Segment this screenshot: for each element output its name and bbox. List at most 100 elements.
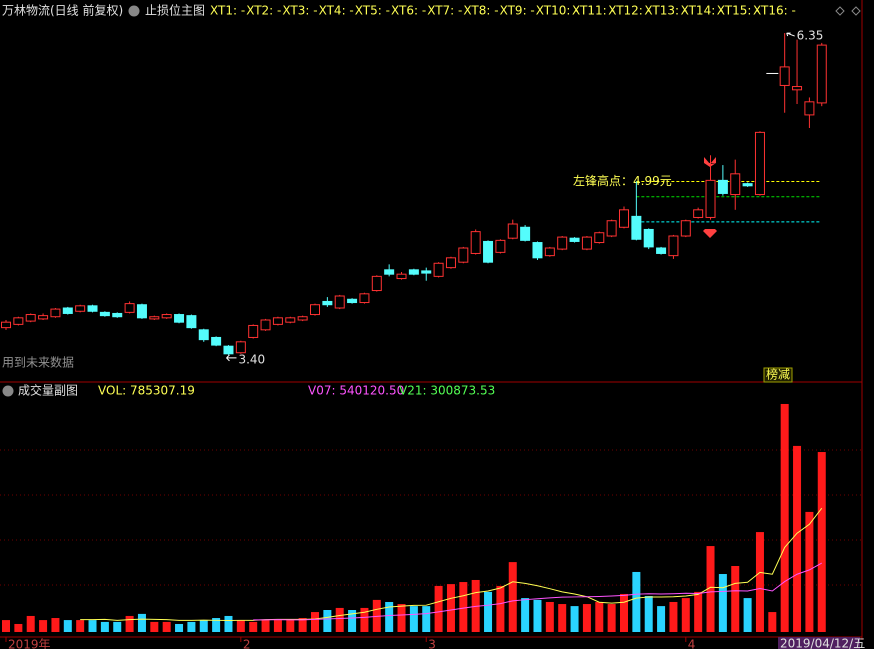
high-label: 6.35 bbox=[797, 29, 824, 43]
candle-body bbox=[62, 307, 73, 314]
indicator-label: XT9: - bbox=[500, 4, 535, 18]
window-icons[interactable] bbox=[835, 6, 861, 16]
candle-body bbox=[532, 242, 543, 259]
candle-body bbox=[359, 293, 370, 304]
volume-bar bbox=[298, 618, 307, 632]
candle-body bbox=[161, 314, 172, 319]
candle-body bbox=[408, 269, 419, 275]
volume-bar bbox=[335, 607, 344, 632]
menu-icon[interactable] bbox=[2, 385, 14, 397]
volume-bar bbox=[125, 615, 134, 632]
volume-bar bbox=[348, 610, 357, 632]
indicator-label: XT8: - bbox=[463, 4, 498, 18]
indicator-label: XT6: - bbox=[391, 4, 426, 18]
badge[interactable]: 榜减 bbox=[766, 367, 790, 382]
candle-body bbox=[569, 237, 580, 242]
volume-bar bbox=[175, 623, 184, 632]
indicator-label: XT12: - bbox=[608, 4, 651, 18]
volume-bar bbox=[743, 598, 752, 632]
volume-bar bbox=[694, 591, 703, 632]
volume-bar bbox=[570, 606, 579, 632]
candle-body bbox=[174, 314, 185, 323]
volume-bar bbox=[2, 620, 10, 632]
candle-body bbox=[693, 209, 704, 218]
arrow bbox=[786, 32, 795, 37]
note: 用到未来数据 bbox=[2, 355, 74, 370]
x-tick-label: 4 bbox=[688, 638, 696, 649]
candle-body bbox=[87, 305, 98, 312]
candle-body bbox=[75, 305, 86, 312]
gem-icon bbox=[703, 229, 717, 238]
volume-bar bbox=[236, 620, 245, 632]
volume-bar bbox=[545, 601, 554, 632]
volume-bar bbox=[397, 604, 406, 632]
candle-body bbox=[186, 315, 197, 329]
volume-bar bbox=[731, 566, 740, 632]
volume-bar bbox=[657, 606, 666, 632]
readout: V07: 540120.50 bbox=[308, 384, 404, 398]
volume-bar bbox=[323, 610, 332, 632]
volume-bar bbox=[199, 620, 208, 632]
ma-line bbox=[80, 507, 823, 622]
candle-body bbox=[124, 303, 135, 313]
volume-bar bbox=[63, 620, 72, 632]
x-tick-label: 2019年 bbox=[8, 638, 51, 649]
readout: VOL: 785307.19 bbox=[98, 384, 195, 398]
indicator-label: XT15: - bbox=[717, 4, 760, 18]
indicator-label: XT7: - bbox=[427, 4, 462, 18]
candle-body bbox=[730, 173, 741, 196]
candle-body bbox=[470, 231, 481, 254]
volume-bar bbox=[137, 613, 146, 632]
cursor-date: 2019/04/12/五 bbox=[780, 637, 865, 649]
arrow bbox=[226, 354, 237, 362]
indicator-label: XT4: - bbox=[319, 4, 354, 18]
candle-body bbox=[334, 295, 345, 309]
menu-icon[interactable] bbox=[128, 5, 140, 17]
candle-body bbox=[347, 298, 358, 304]
volume-bar bbox=[76, 620, 85, 632]
indicator-label: XT2: - bbox=[246, 4, 281, 18]
candle-body bbox=[223, 345, 234, 355]
volume-bar bbox=[212, 618, 221, 632]
candle-body bbox=[458, 247, 469, 263]
candle-body bbox=[483, 240, 494, 263]
candle-body bbox=[717, 179, 728, 194]
cursor-box bbox=[778, 637, 860, 649]
low-label: 3.40 bbox=[238, 352, 265, 366]
volume-bar bbox=[14, 623, 23, 632]
volume-bar bbox=[595, 601, 604, 632]
candle-body bbox=[211, 336, 222, 346]
badge-box[interactable] bbox=[763, 367, 793, 383]
butterfly-icon bbox=[704, 157, 716, 167]
volume-bar bbox=[669, 601, 678, 632]
candle-body bbox=[520, 226, 531, 241]
volume-bar bbox=[39, 620, 48, 632]
candle-body bbox=[38, 315, 49, 320]
candle-body bbox=[198, 329, 209, 341]
candle-body bbox=[631, 215, 642, 240]
candle-body bbox=[680, 220, 691, 237]
volume-bar bbox=[496, 585, 505, 632]
volume-bar bbox=[484, 591, 493, 632]
volume-bar bbox=[261, 620, 270, 632]
volume-bar bbox=[607, 604, 616, 632]
candle-body bbox=[705, 179, 716, 218]
candle-body bbox=[112, 312, 123, 318]
candle-body bbox=[606, 220, 617, 237]
indicator-label: XT14: - bbox=[681, 4, 724, 18]
candle-body bbox=[656, 247, 667, 254]
volume-bar bbox=[100, 621, 109, 632]
candle-body bbox=[804, 101, 815, 116]
candle-body bbox=[99, 311, 110, 317]
candle-body bbox=[384, 269, 395, 275]
candle-body bbox=[433, 262, 444, 277]
candle-body bbox=[421, 270, 432, 274]
candle-body bbox=[50, 308, 61, 318]
volume-bar bbox=[718, 574, 727, 632]
volume-bar bbox=[311, 612, 319, 632]
volume-bar bbox=[533, 599, 542, 632]
candle-body bbox=[248, 324, 259, 338]
x-tick-label: 2 bbox=[243, 638, 251, 649]
indicator-label: XT16: - bbox=[753, 4, 796, 18]
